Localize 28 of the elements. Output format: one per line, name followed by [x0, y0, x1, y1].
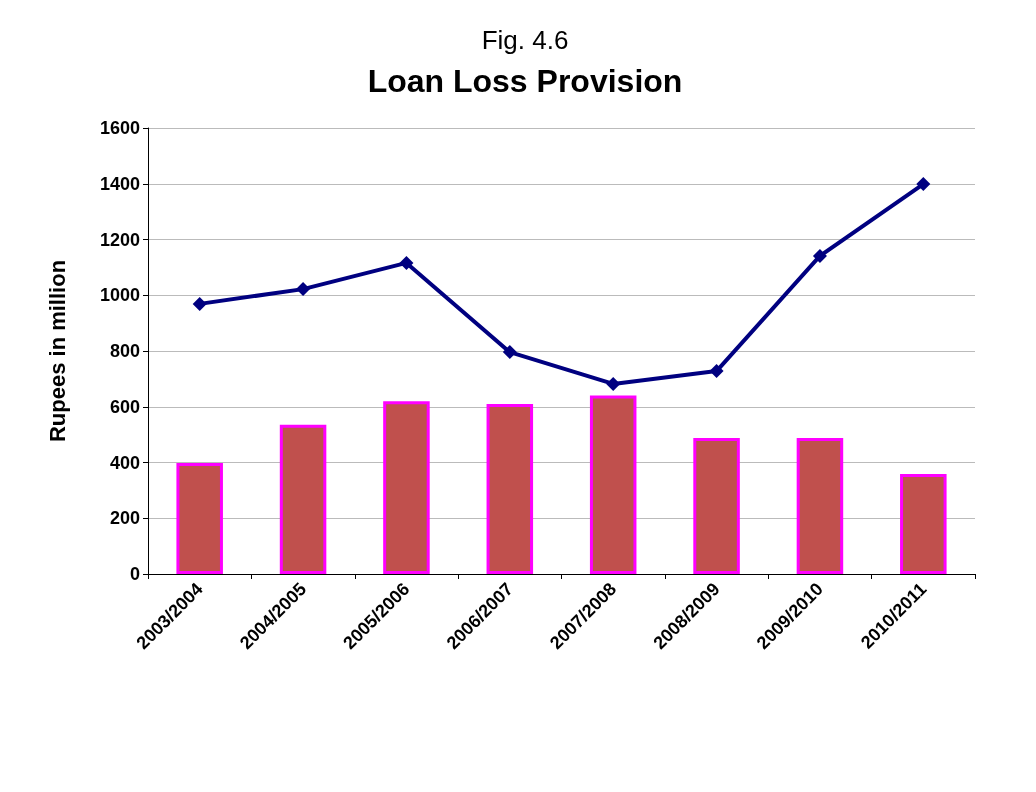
y-tick-label: 600 — [109, 396, 140, 417]
point — [399, 255, 414, 270]
bar — [486, 403, 534, 574]
bar — [383, 401, 430, 574]
bar — [589, 395, 637, 574]
y-tick-label: 1200 — [99, 229, 140, 250]
point — [812, 248, 827, 263]
y-tick-label: 0 — [129, 564, 140, 584]
point — [916, 177, 931, 192]
y-tick-label: 400 — [109, 452, 140, 473]
bar — [693, 437, 740, 574]
bar — [176, 463, 223, 574]
bar — [900, 473, 947, 574]
chart-title: Fig. 4.6 — [481, 25, 569, 55]
point — [606, 376, 621, 391]
point — [296, 282, 311, 297]
y-tick-label: 1400 — [99, 173, 140, 194]
point — [709, 364, 724, 379]
y-tick-label: 1600 — [99, 118, 140, 138]
point — [502, 345, 517, 360]
y-tick-label: 800 — [109, 341, 140, 361]
y-tick-label: 1000 — [99, 285, 140, 306]
chart-subtitle: Loan Loss Provision — [367, 63, 683, 99]
bar — [796, 437, 844, 574]
bar — [279, 424, 327, 574]
y-tick-label: 200 — [109, 508, 140, 529]
y-axis-title: Rupees in million — [44, 259, 70, 443]
point — [192, 296, 207, 311]
